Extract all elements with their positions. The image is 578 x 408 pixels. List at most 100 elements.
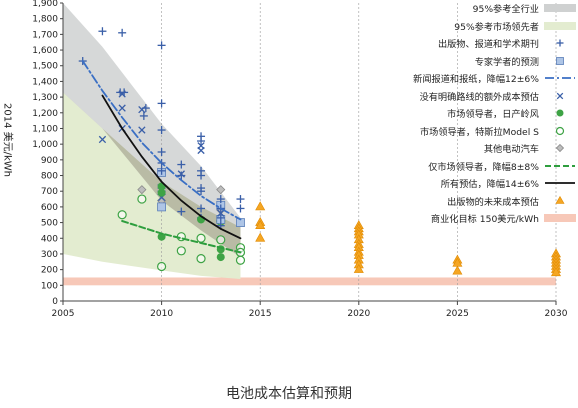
y-tick-label: 1,500: [32, 62, 58, 72]
x-b: [98, 135, 107, 144]
legend-symbol: [542, 158, 578, 174]
band-all-industry-95: [63, 3, 241, 258]
legend-entry: 新闻报道和报纸，降幅12±6%: [413, 70, 578, 86]
data-point-plus: [98, 27, 107, 36]
y-tick-label: 1,100: [32, 124, 58, 134]
legend-symbol: [542, 35, 578, 51]
axes-group: 2005 2010 2015 2020 2025 2030 0 100 200 300 400 500…: [32, 0, 567, 319]
legend-symbol-svg: [545, 77, 575, 79]
legend-entry: 市场领导者，日产岭风: [447, 105, 578, 121]
x-tick-label: 2025: [446, 309, 469, 319]
y-tick-label: 0: [52, 297, 58, 307]
data-point-dot: [157, 188, 166, 197]
legend-label: 出版物的未来成本预估: [447, 196, 539, 208]
data-point-x: [197, 146, 205, 155]
legend-label: 商业化目标 150美元/kWh: [430, 214, 539, 225]
legend-symbol: [542, 105, 578, 121]
data-point-plus: [197, 171, 206, 180]
data-point-x: [98, 135, 107, 144]
data-point-plus: [141, 104, 150, 113]
data-point-triangle: [550, 267, 562, 277]
marker-plus: [556, 39, 564, 47]
x-b: [556, 92, 564, 99]
trends-group: [81, 60, 242, 254]
data-point-triangle: [255, 201, 266, 211]
legend-swatch: [544, 4, 576, 12]
data-point-square: [157, 202, 167, 212]
legend-symbol: [542, 140, 578, 156]
legend-entry: 95%参考全行业: [473, 0, 578, 16]
legend-entry: 出版物的未来成本预估: [447, 193, 578, 209]
y-tick-label: 900: [41, 156, 58, 166]
legend-symbol-svg: [556, 92, 564, 99]
y-tick-label: 700: [41, 187, 58, 197]
legend-symbol: [542, 53, 578, 69]
legend-label: 95%参考市场领先者: [454, 21, 539, 33]
data-point-plus: [157, 126, 166, 135]
x-b: [197, 146, 205, 155]
legend-symbol-svg: [556, 56, 564, 65]
y-tick-label: 500: [41, 219, 58, 229]
series-dot: [157, 182, 225, 262]
data-point-plus: [197, 187, 206, 196]
data-point-open_circle: [157, 261, 167, 272]
marker-diamond: [555, 143, 565, 153]
y-axis-label-box: 2014 美元/kWh: [2, 95, 16, 185]
marker-x: [556, 92, 564, 99]
data-point-plus: [216, 195, 225, 204]
legend-symbol: [542, 210, 578, 226]
legend-entry: 出版物、报道和学术期刊: [438, 35, 578, 51]
y-tick-label: 1,200: [32, 109, 58, 119]
legend-entry: 所有预估，降幅14±6%: [441, 175, 578, 191]
y-tick-label: 1,300: [32, 93, 58, 103]
legend-symbol: [542, 175, 578, 191]
y-tick-label: 200: [41, 266, 58, 276]
y-tick-label: 1,900: [32, 0, 58, 9]
data-point-triangle: [255, 220, 266, 230]
data-point-open_circle: [196, 254, 206, 264]
legend-entry: 商业化目标 150美元/kWh: [431, 210, 578, 226]
legend-label: 出版物、报道和学术期刊: [437, 39, 539, 50]
legend-symbol-svg: [545, 182, 575, 184]
trend-line-solid: [101, 94, 242, 240]
trend-line-dashed: [121, 220, 242, 254]
legend-label: 市场领导者，特斯拉Model S: [419, 126, 539, 138]
legend-label: 没有明确路线的额外成本预估: [419, 91, 539, 103]
legend-symbol-svg: [544, 214, 576, 222]
data-point-triangle: [452, 265, 463, 275]
legend-entry: 专家学者的预测: [475, 53, 578, 69]
x-tick-label: 2010: [150, 309, 173, 319]
data-point-open_circle: [176, 246, 186, 256]
series-open_circle: [117, 194, 246, 272]
data-point-open_circle: [235, 255, 246, 265]
legend-symbol-svg: [544, 4, 576, 12]
legend-entry: 95%参考市场领先者: [454, 18, 578, 34]
data-point-triangle: [353, 264, 364, 273]
legend-symbol-svg: [555, 126, 565, 135]
legend-symbol-svg: [555, 195, 565, 204]
data-point-plus: [197, 204, 206, 213]
trend-line-dashdot: [81, 60, 242, 221]
y-tick-label: 400: [41, 234, 58, 244]
legend-entry: 其他电动汽车: [484, 140, 578, 156]
data-point-open_circle: [196, 233, 206, 243]
y-tick-label: 600: [41, 203, 58, 213]
legend-label: 其他电动汽车: [483, 144, 539, 155]
y-tick-label: 300: [41, 250, 58, 260]
data-point-diamond: [137, 185, 147, 195]
legend-label: 所有预估，降幅14±6%: [440, 179, 539, 190]
marker-triangle: [555, 195, 565, 204]
data-point-plus: [177, 160, 186, 169]
legend-symbol: [542, 0, 578, 16]
data-point-diamond: [216, 185, 226, 195]
data-point-plus: [236, 204, 245, 213]
data-point-plus: [157, 166, 166, 175]
data-point-triangle: [255, 232, 266, 242]
y-tick-label: 1,700: [32, 30, 58, 40]
legend-symbol-svg: [556, 39, 564, 47]
y-axis-label: 2014 美元/kWh: [1, 102, 13, 178]
data-point-dot: [216, 253, 225, 262]
data-point-plus: [177, 171, 186, 180]
y-tick-label: 800: [41, 172, 58, 182]
